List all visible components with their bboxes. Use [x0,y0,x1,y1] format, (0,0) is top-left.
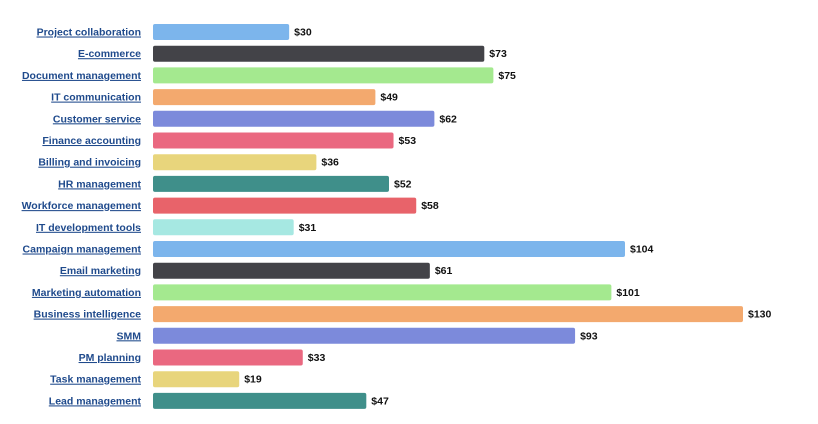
value-label: $93 [580,330,598,342]
value-label: $30 [294,27,312,39]
bar [153,241,625,257]
bar [153,154,317,171]
value-label: $104 [630,244,654,256]
category-label[interactable]: Billing and invoicing [38,157,141,169]
bar [153,132,394,149]
category-label[interactable]: Business intelligence [34,309,142,321]
bar [153,262,430,279]
value-label: $61 [435,265,453,277]
value-label: $101 [616,287,640,299]
bar [153,197,417,214]
bar [153,67,494,84]
bar [153,45,485,62]
bars [153,24,743,409]
bar [153,327,576,344]
bar [153,349,303,366]
bar [153,89,376,106]
bar [153,24,290,40]
category-label[interactable]: Project collaboration [37,27,141,39]
bar [153,219,294,236]
value-label: $47 [371,395,389,407]
value-label: $31 [299,222,317,234]
category-label[interactable]: E-commerce [78,48,141,60]
value-label: $36 [321,157,339,169]
category-label[interactable]: Finance accounting [42,135,141,147]
category-label[interactable]: Document management [22,70,142,82]
bar [153,110,435,127]
value-label: $58 [421,200,439,212]
value-label: $49 [380,92,398,104]
value-label: $73 [489,48,507,60]
category-label[interactable]: Workforce management [22,200,142,212]
category-labels: Project collaboration E-commerce Document … [22,27,142,408]
category-label[interactable]: Campaign management [23,244,142,256]
value-label: $53 [399,135,417,147]
value-labels: $30 $73 $75 $49 $62 $53 $36 $52 $58 $31 $104 $61 $10… [244,27,771,408]
value-label: $62 [439,113,457,125]
category-label[interactable]: SMM [117,330,142,342]
category-label[interactable]: HR management [58,178,141,190]
category-label[interactable]: Lead management [49,395,142,407]
category-label[interactable]: Task management [50,374,141,386]
bar [153,392,367,409]
category-label[interactable]: Customer service [53,113,141,125]
value-label: $52 [394,178,412,190]
category-label[interactable]: PM planning [79,352,141,364]
bar [153,306,743,323]
category-label[interactable]: IT communication [51,92,141,104]
value-label: $33 [308,352,326,364]
value-label: $130 [748,309,772,321]
bar [153,371,240,388]
value-label: $75 [498,70,516,82]
bar [153,284,612,301]
category-label[interactable]: IT development tools [36,222,141,234]
category-label[interactable]: Marketing automation [32,287,141,299]
bar [153,175,389,192]
category-label[interactable]: Email marketing [60,265,141,277]
value-label: $19 [244,374,262,386]
